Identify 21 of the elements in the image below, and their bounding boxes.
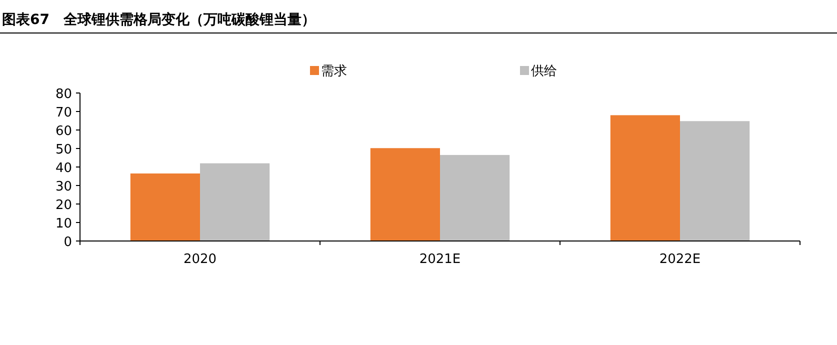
y-tick-label: 70	[55, 106, 72, 120]
x-tick-label: 2021E	[419, 252, 461, 267]
bar	[370, 148, 440, 241]
y-tick-label: 50	[55, 142, 72, 158]
bar	[440, 154, 510, 241]
y-tick-label: 10	[55, 216, 72, 232]
x-tick-label: 2020	[183, 252, 217, 267]
y-tick-label: 40	[55, 161, 72, 176]
bar	[200, 163, 270, 241]
y-tick-label: 0	[64, 235, 72, 250]
chart-title: 图表67 全球锂供需格局变化（万吨碳酸锂当量）	[2, 11, 316, 28]
bar	[680, 121, 750, 241]
legend-label: 供给	[531, 64, 557, 79]
bar	[610, 115, 680, 241]
bar	[130, 173, 200, 241]
x-tick-label: 2022E	[659, 252, 701, 267]
y-tick-label: 60	[55, 124, 72, 139]
y-tick-label: 80	[55, 87, 72, 102]
y-tick-label: 30	[55, 180, 72, 194]
legend-label: 需求	[321, 64, 347, 79]
y-tick-label: 20	[55, 198, 72, 213]
